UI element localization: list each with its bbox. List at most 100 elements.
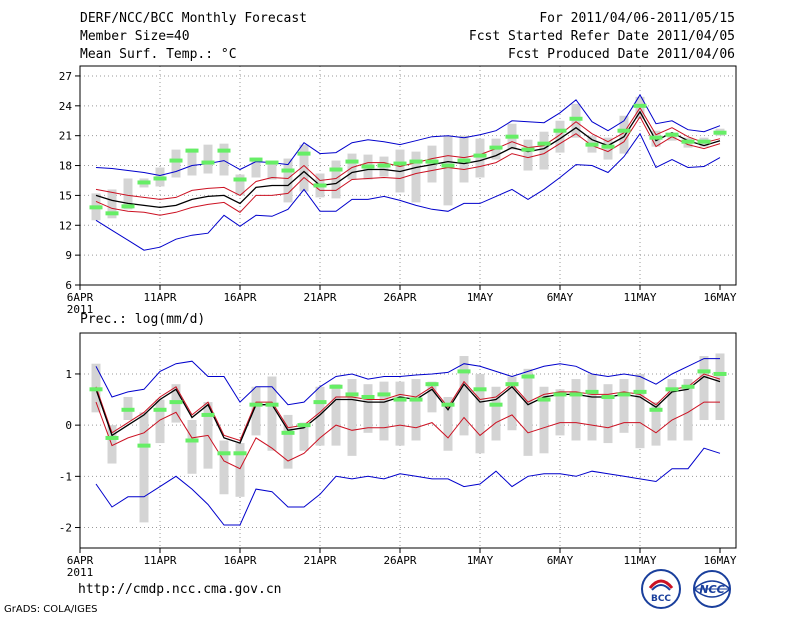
ensemble-mean-line (95, 110, 721, 209)
member-marker (377, 392, 391, 397)
x-tick-label: 1MAY (467, 291, 494, 304)
member-marker (409, 159, 423, 164)
member-marker (89, 387, 103, 392)
refer-date-label: Fcst Started Refer Date 2011/04/05 (468, 29, 735, 44)
x-tick-label: 16APR (223, 554, 256, 567)
spread-bar (203, 144, 213, 174)
member-marker (281, 168, 295, 173)
member-marker (297, 151, 311, 156)
y-tick-label: 27 (59, 70, 72, 83)
temperature-variable-label: Mean Surf. Temp.: °C (80, 47, 237, 62)
spread-bar (619, 379, 629, 433)
member-marker (265, 402, 279, 407)
inner-lower-line (95, 401, 720, 470)
website-url[interactable]: http://cmdp.ncc.cma.gov.cn (78, 582, 282, 597)
member-marker (345, 159, 359, 164)
member-marker (617, 392, 631, 397)
member-marker (329, 167, 343, 172)
member-marker (185, 148, 199, 153)
spread-bar (219, 440, 229, 495)
member-marker (569, 116, 583, 121)
x-tick-label: 1MAY (467, 554, 494, 567)
spread-bar (555, 120, 565, 153)
x-tick-label: 6MAY (547, 554, 574, 567)
member-marker (201, 412, 215, 417)
inner-lower-line (95, 115, 721, 216)
x-tick-label: 21APR (303, 554, 336, 567)
member-marker (361, 394, 375, 399)
x-tick-label: 6APR (67, 291, 94, 304)
ncc-logo-text: NCC (699, 583, 724, 596)
y-tick-label: 1 (65, 368, 72, 381)
spread-bar (459, 356, 469, 436)
member-marker (393, 161, 407, 166)
spread-bar (619, 115, 629, 154)
x-tick-label: 11MAY (623, 554, 656, 567)
member-marker (233, 451, 247, 456)
spread-bar (603, 384, 613, 444)
member-marker (505, 382, 519, 387)
x-tick-label: 6APR (67, 554, 94, 567)
inner-upper-line (95, 373, 721, 442)
member-marker (217, 451, 231, 456)
precipitation-title: Prec.: log(mm/d) (80, 312, 205, 327)
member-marker (121, 407, 135, 412)
spread-bar (475, 138, 485, 178)
spread-bar (171, 149, 181, 178)
member-marker (505, 134, 519, 139)
member-marker (105, 435, 119, 440)
member-marker (489, 402, 503, 407)
member-marker (441, 402, 455, 407)
temperature-panel: 6 9 12 15 18 21 24 27 6APR 11APR 16APR 21APR 26APR 1M… (59, 65, 737, 316)
ncc-logo-icon: NCC (693, 570, 732, 608)
spread-bar (427, 381, 437, 413)
outer-upper-line (95, 93, 721, 177)
produced-date-label: Fcst Produced Date 2011/04/06 (508, 47, 735, 62)
y-tick-label: 15 (59, 189, 72, 202)
member-marker (313, 183, 327, 188)
member-marker (313, 400, 327, 405)
member-marker (249, 157, 263, 162)
member-marker (553, 128, 567, 133)
member-marker (169, 400, 183, 405)
spread-bar (155, 399, 165, 444)
spread-bar (187, 420, 197, 474)
member-marker (345, 392, 359, 397)
member-marker (233, 177, 247, 182)
x-tick-label: 16MAY (703, 554, 736, 567)
x-tick-label: 11MAY (623, 291, 656, 304)
member-marker (633, 389, 647, 394)
member-marker (585, 389, 599, 394)
spread-bar (347, 379, 357, 456)
member-marker (489, 145, 503, 150)
spread-bar (411, 151, 421, 203)
spread-bar (251, 386, 261, 436)
spread-bar (315, 386, 325, 446)
plot-frame (79, 65, 737, 286)
spread-bar (235, 174, 245, 196)
member-marker (713, 130, 727, 135)
spread-bar (475, 373, 485, 454)
spread-bar (379, 381, 389, 441)
x-tick-label: 11APR (143, 554, 176, 567)
spread-bar (139, 412, 149, 523)
x-tick-label: 26APR (383, 554, 416, 567)
member-marker (89, 205, 103, 210)
member-marker (633, 103, 647, 108)
x-tick-label: 21APR (303, 291, 336, 304)
x-year-label: 2011 (67, 566, 94, 579)
x-tick-label: 16APR (223, 291, 256, 304)
spread-bar (411, 379, 421, 441)
spread-bar (395, 381, 405, 446)
member-marker (553, 392, 567, 397)
member-marker (201, 160, 215, 165)
spread-bar (123, 178, 133, 210)
spread-bar (507, 376, 517, 431)
member-marker (697, 139, 711, 144)
spread-bar (107, 189, 117, 219)
bcc-logo-text: BCC (651, 594, 671, 604)
y-tick-label: 21 (59, 130, 72, 143)
spread-bar (699, 356, 709, 421)
x-tick-label: 6MAY (547, 291, 574, 304)
